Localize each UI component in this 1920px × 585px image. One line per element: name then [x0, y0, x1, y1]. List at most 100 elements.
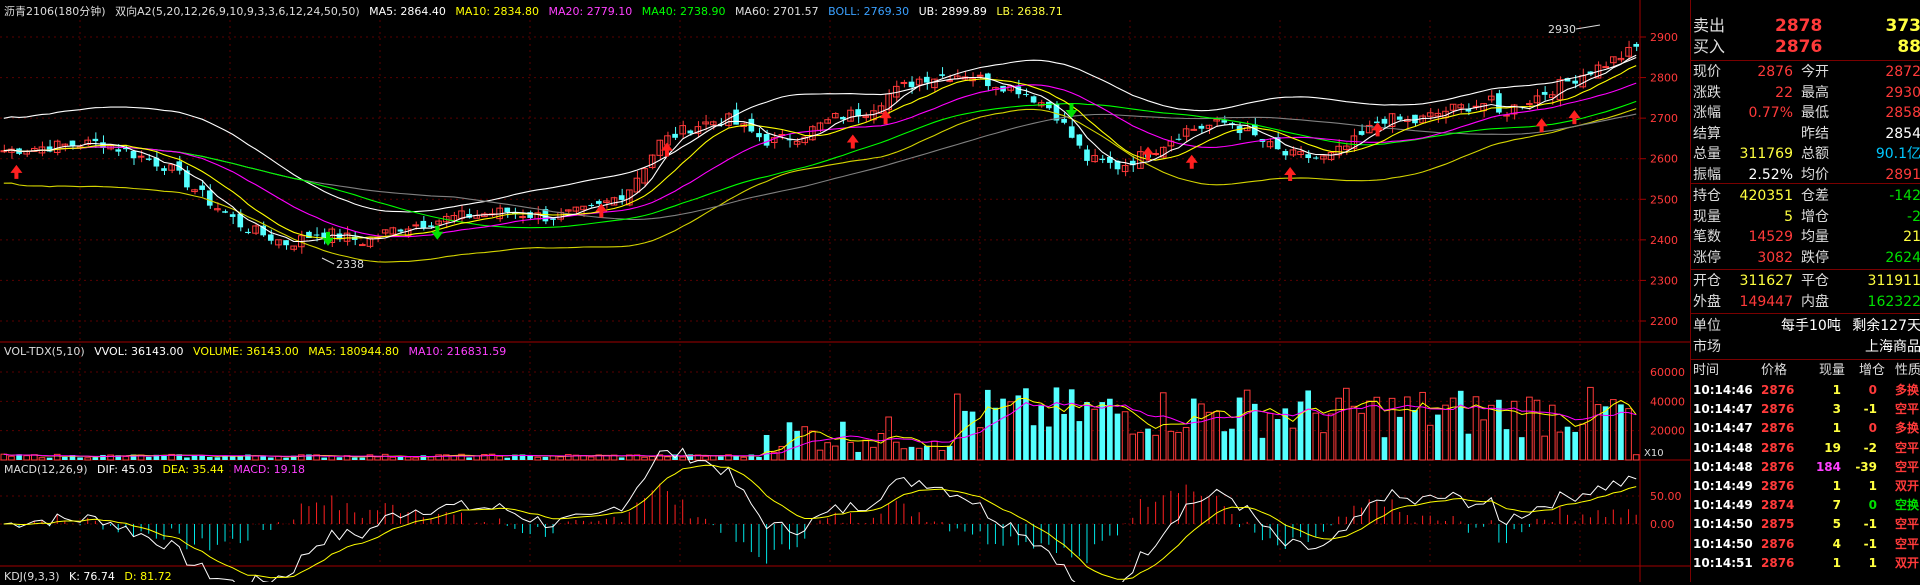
candle-body [1359, 131, 1365, 135]
high-annotation: 2930 [1548, 23, 1576, 36]
stat-label: 笔数 [1693, 227, 1721, 247]
trade-volume: 1 [1833, 554, 1841, 573]
sell-row[interactable]: 卖出 2878 373 [1691, 16, 1920, 36]
stat-label: 振幅 [1693, 165, 1721, 185]
volume-bar [413, 458, 419, 460]
quote-top-strip [1691, 0, 1920, 10]
trade-nature: 空换 [1895, 496, 1919, 515]
vvol-value: VVOL: 36143.00 [94, 345, 183, 358]
k-value: K: 76.74 [69, 570, 115, 583]
candle-body [222, 211, 228, 213]
candle-body [1023, 94, 1029, 95]
volume-bar [337, 457, 343, 460]
trade-volume: 3 [1833, 400, 1841, 419]
volume-bar [9, 456, 15, 460]
volume-bar [588, 457, 594, 460]
stat-label: 仓差 [1801, 186, 1829, 206]
volume-bar [1588, 387, 1594, 460]
volume-bar [268, 457, 274, 460]
price-axis-label: 2300 [1650, 274, 1678, 287]
stat-label: 最低 [1801, 103, 1829, 123]
stat-value: -2 [1907, 207, 1920, 227]
volume-bar [184, 457, 190, 460]
d-value: D: 81.72 [124, 570, 171, 583]
volume-bar [756, 457, 762, 460]
volume-bar [901, 449, 907, 460]
volume-bar [1382, 437, 1388, 460]
volume-bar [215, 457, 221, 460]
stat-value: 2854 [1885, 124, 1920, 144]
volume-bar [1626, 409, 1632, 460]
stat-value: 2876 [1757, 62, 1793, 82]
ma5-value: MA5: 2864.40 [369, 5, 446, 18]
sell-label: 卖出 [1693, 16, 1725, 36]
volume-bar [398, 457, 404, 460]
stat-value: 0.77% [1749, 103, 1793, 123]
sell-volume: 373 [1886, 16, 1920, 36]
candle-body [70, 141, 76, 146]
candle-body [115, 149, 121, 151]
volume-bar [1435, 415, 1441, 460]
volume-bar [1031, 425, 1037, 460]
price-header: 沥青2106(180分钟) 双向A2(5,20,12,26,9,10,9,3,3… [4, 4, 1069, 20]
volume-bar [1397, 417, 1403, 460]
trade-time: 10:14:48 [1693, 458, 1753, 477]
stat-label: 总额 [1801, 144, 1829, 164]
volume-bar [954, 394, 960, 460]
volume-bar [1412, 410, 1418, 460]
trade-col-vol: 现量 [1819, 362, 1845, 381]
stat-label: 涨停 [1693, 248, 1721, 268]
stat-value: 90.1亿 [1876, 144, 1920, 164]
volume-bar [390, 457, 396, 460]
stat-value: 22 [1775, 83, 1793, 103]
stat-value: 3082 [1757, 248, 1793, 268]
stat-label: 最高 [1801, 83, 1829, 103]
candle-body [1199, 126, 1205, 129]
vol-axis-label: 40000 [1650, 395, 1685, 408]
trade-increment: -1 [1864, 535, 1877, 554]
volume-bar [1092, 409, 1098, 460]
macd-axis-label: 50.00 [1650, 490, 1682, 503]
signal-arrow [595, 203, 607, 217]
kline-chart[interactable]: 2900280027002600250024002300220029302338… [0, 0, 1690, 582]
volume-bar [1610, 400, 1616, 460]
stat-label: 均价 [1801, 165, 1829, 185]
candle-body [1374, 122, 1380, 124]
trade-increment: -1 [1864, 515, 1877, 534]
separator [1691, 60, 1920, 61]
trade-nature: 多换 [1895, 419, 1919, 438]
instrument-title: 沥青2106(180分钟) [4, 5, 106, 18]
trade-col-time: 时间 [1693, 362, 1719, 381]
volume-bar [1168, 431, 1174, 460]
volume-bar [1275, 419, 1281, 460]
candle-body [245, 232, 251, 233]
volume-bar [474, 456, 480, 460]
trade-volume: 4 [1833, 535, 1841, 554]
volume-bar [1077, 421, 1083, 460]
candle-body [1527, 104, 1533, 105]
candle-body [146, 158, 152, 159]
volume-bar [710, 456, 716, 460]
stat-value: 311769 [1740, 144, 1793, 164]
signal-arrow [1186, 155, 1198, 169]
volume-bar [733, 456, 739, 460]
volume-bar [1458, 391, 1464, 460]
volume-bar [283, 458, 289, 460]
volume-bar [848, 442, 854, 460]
buy-row[interactable]: 买入 2876 88 [1691, 37, 1920, 57]
